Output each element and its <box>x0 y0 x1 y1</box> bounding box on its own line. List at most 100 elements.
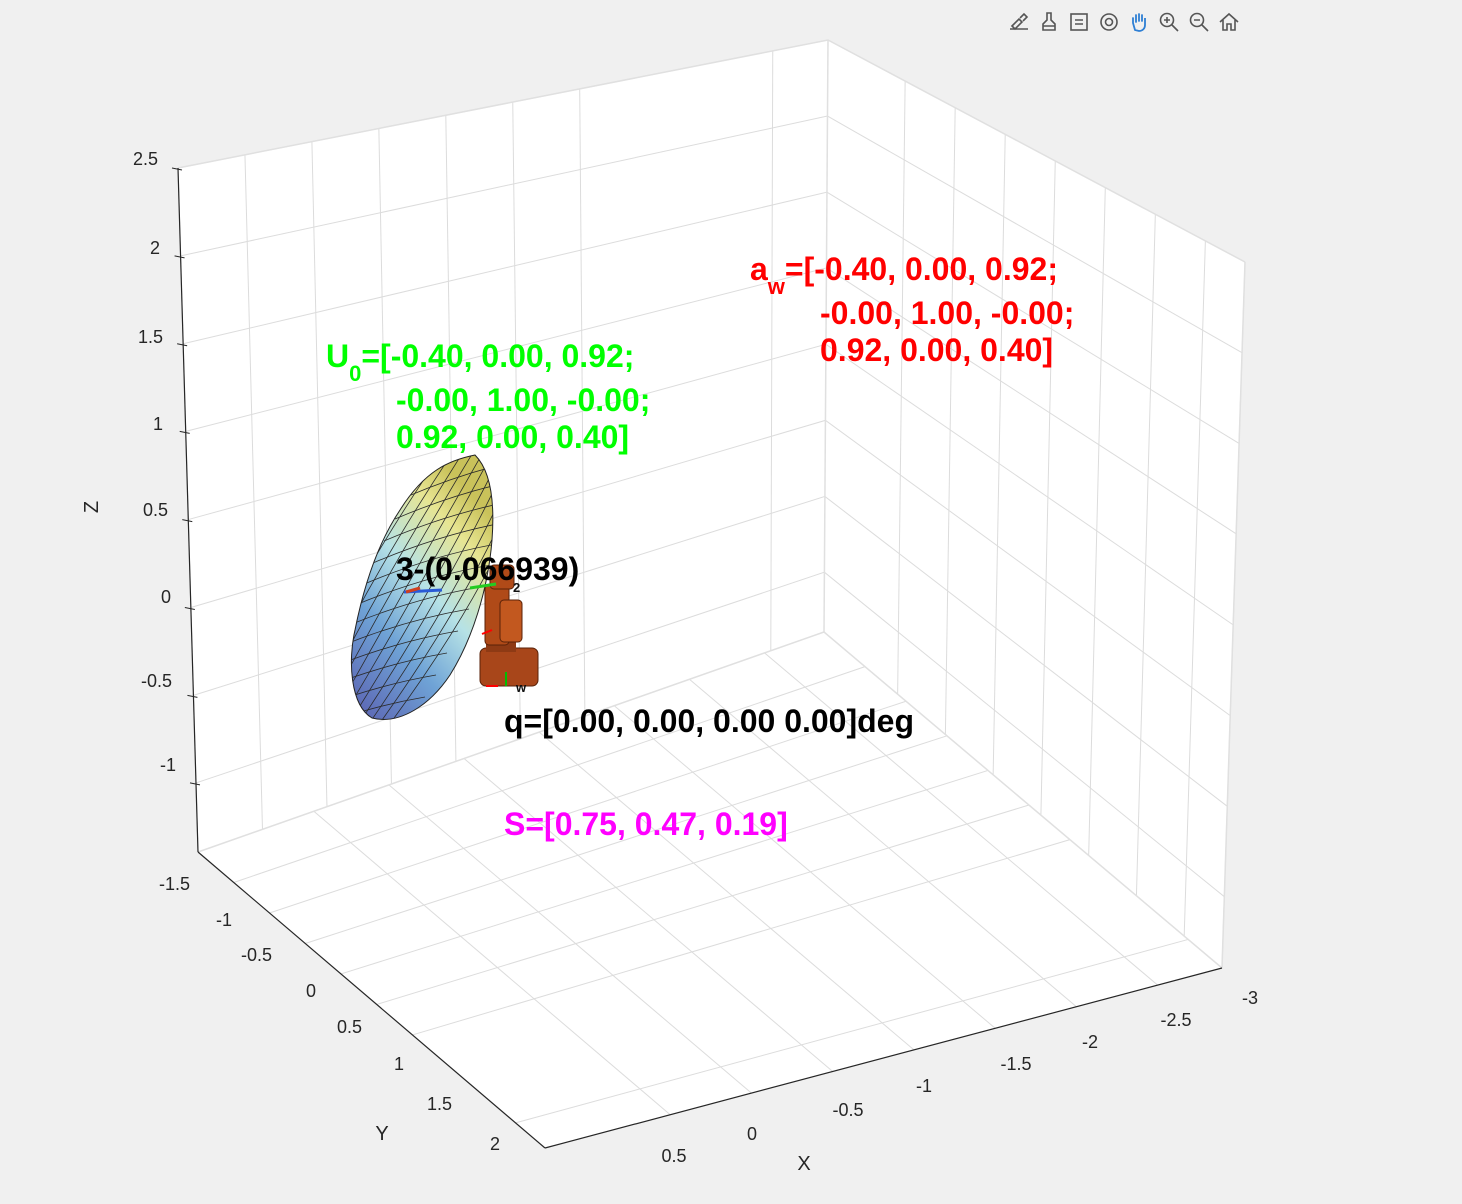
floor-grid-line <box>515 938 1189 1124</box>
floor-grid-line <box>538 731 915 1051</box>
singular-values-text: S=[0.75, 0.47, 0.19] <box>504 806 788 842</box>
y-tick-label: 0.5 <box>337 1017 362 1037</box>
z-tick-mark <box>184 606 195 610</box>
x-grid-line <box>944 107 956 735</box>
axis-ticks: 2.5 2 1.5 1 0.5 0 -0.5 -1 -1.5 -1 -0.5 0 0.5 1 1.5 2 0.5… <box>133 149 1258 1166</box>
mesh-meridian <box>351 455 479 720</box>
y-tick-label: 1.5 <box>427 1094 452 1114</box>
y-grid-line <box>311 141 328 807</box>
floor-grid-line <box>305 735 948 944</box>
x-tick-label: -0.5 <box>832 1100 863 1120</box>
z-axis-label: Z <box>81 501 103 513</box>
right-vertical-edge <box>1221 261 1246 969</box>
floor-grid-line <box>233 666 866 883</box>
data-tips-button[interactable] <box>1064 8 1094 36</box>
y-grid-line <box>579 88 586 717</box>
robot-base <box>479 647 539 687</box>
floor-grid-line <box>388 784 752 1094</box>
data-tips-icon <box>1070 13 1088 31</box>
floor-grid-line <box>463 758 834 1072</box>
mesh-parallel <box>372 520 493 564</box>
y-axis-label: Y <box>375 1123 388 1145</box>
x-tick-label: -1 <box>916 1076 932 1096</box>
robot-arm: 2 w <box>403 564 539 695</box>
floor-grid-line <box>313 810 671 1116</box>
zoom-out-icon <box>1189 12 1209 32</box>
z-tick-label: 0.5 <box>143 500 168 520</box>
rotate-3d-icon <box>1100 13 1118 31</box>
x-tick-label: 0 <box>747 1124 757 1144</box>
x-grid-line <box>1040 160 1056 816</box>
y-tick-label: -0.5 <box>241 945 272 965</box>
x-grid-line <box>897 81 906 695</box>
u0-matrix-line1: U0=[-0.40, 0.00, 0.92; <box>326 338 634 386</box>
x-tick-label: -1.5 <box>1000 1054 1031 1074</box>
zoom-out-button[interactable] <box>1184 8 1214 36</box>
x-tick-label: -2 <box>1082 1032 1098 1052</box>
mesh-meridian <box>351 455 487 720</box>
ellipsoid-surface <box>350 454 494 720</box>
y-grid-line <box>770 50 774 651</box>
edit-plot-icon <box>1010 12 1029 31</box>
aw-symbol: a <box>750 251 768 287</box>
floor-grid-line <box>340 769 989 975</box>
home-icon <box>1219 12 1239 31</box>
y-axis-line <box>197 851 546 1149</box>
aw-matrix-line3: 0.92, 0.00, 0.40] <box>820 332 1053 368</box>
frame-x-arrow <box>481 629 493 635</box>
floor-grid-line <box>764 652 1159 986</box>
aw-subscript: w <box>767 274 786 299</box>
aw-row1: =[-0.40, 0.00, 0.92; <box>785 251 1058 287</box>
mesh-meridian <box>360 455 493 720</box>
z-tick-mark <box>182 519 193 523</box>
y-grid-line <box>244 154 263 830</box>
tool-frame-y-arrow <box>469 582 497 590</box>
x-axis-line <box>544 967 1223 1149</box>
z-tick-mark <box>174 255 185 259</box>
frame-label-2: 2 <box>513 580 520 595</box>
u0-row1: =[-0.40, 0.00, 0.92; <box>361 338 634 374</box>
frame-label-w: w <box>515 680 527 695</box>
z-tick-mark <box>177 343 188 347</box>
aw-matrix-line2: -0.00, 1.00, -0.00; <box>820 295 1074 331</box>
joint-angles-text: q=[0.00, 0.00, 0.00 0.00]deg <box>504 703 914 739</box>
z-tick-label: 1 <box>153 414 163 434</box>
mesh-parallel <box>351 652 448 696</box>
floor-grid-line <box>613 705 996 1029</box>
y-tick-label: 1 <box>394 1054 404 1074</box>
z-tick-label: 0 <box>161 587 171 607</box>
mesh-parallel <box>351 630 459 674</box>
z-tick-label: -1 <box>160 755 176 775</box>
mesh-parallel <box>351 564 492 608</box>
floor-grid-line <box>376 804 1030 1005</box>
mesh-parallel <box>405 455 493 498</box>
z-tick-label: -0.5 <box>141 671 172 691</box>
condition-number-text: 3-(0.066939) <box>396 551 579 587</box>
floor-back-left-edge <box>197 631 825 853</box>
z-tick-mark <box>171 167 183 171</box>
z-axis-line <box>177 167 199 853</box>
back-vertical-edge <box>823 39 829 633</box>
floor-grid-line <box>412 839 1071 1036</box>
x-tick-label: 0.5 <box>661 1146 686 1166</box>
axes-toolbar <box>1004 8 1246 36</box>
home-button[interactable] <box>1214 8 1244 36</box>
brush-icon <box>1042 12 1056 31</box>
brush-button[interactable] <box>1034 8 1064 36</box>
z-tick-mark <box>189 782 201 786</box>
edit-plot-button[interactable] <box>1004 8 1034 36</box>
robot-wrist <box>489 564 515 590</box>
pan-button[interactable] <box>1124 8 1154 36</box>
tool-frame-x-arrow <box>405 586 421 594</box>
z-tick-label: 1.5 <box>138 327 163 347</box>
x-grid-line <box>1088 187 1106 856</box>
floor-grid-line <box>689 678 1077 1008</box>
zoom-in-button[interactable] <box>1154 8 1184 36</box>
z-tick-label: 2 <box>150 238 160 258</box>
floor-grid-line <box>269 700 907 914</box>
aw-matrix-line1: aw=[-0.40, 0.00, 0.92; <box>750 251 1058 299</box>
mesh-parallel <box>394 476 493 520</box>
axes-box <box>177 39 1246 1149</box>
rotate-3d-button[interactable] <box>1094 8 1124 36</box>
